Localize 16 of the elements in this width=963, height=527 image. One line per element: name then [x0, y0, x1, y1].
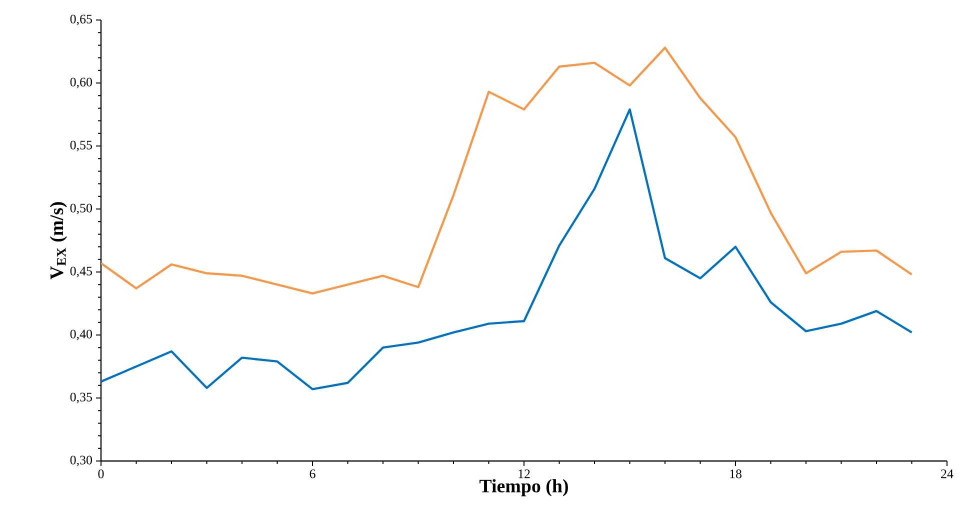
x-tick-label: 0 [98, 470, 104, 478]
y-tick-label: 0,50 [70, 204, 92, 214]
x-tick-label: 24 [941, 470, 954, 478]
x-axis-title: Tiempo (h) [480, 479, 568, 496]
y-tick-label: 0,40 [70, 330, 92, 340]
y-tick-label: 0,65 [70, 14, 92, 26]
x-tick-label: 12 [518, 470, 530, 478]
y-tick-label: 0,30 [70, 456, 92, 466]
x-tick-label: 18 [730, 470, 742, 478]
y-tick-label: 0,35 [70, 392, 92, 404]
y-tick-label: 0,60 [70, 78, 92, 88]
y-tick-label: 0,55 [70, 140, 92, 152]
y-tick-label: 0,45 [70, 266, 92, 278]
line-series [101, 108, 913, 390]
text: V$_{EX}$ (m/s) [50, 202, 67, 280]
x-tick-label: 6 [310, 470, 316, 478]
